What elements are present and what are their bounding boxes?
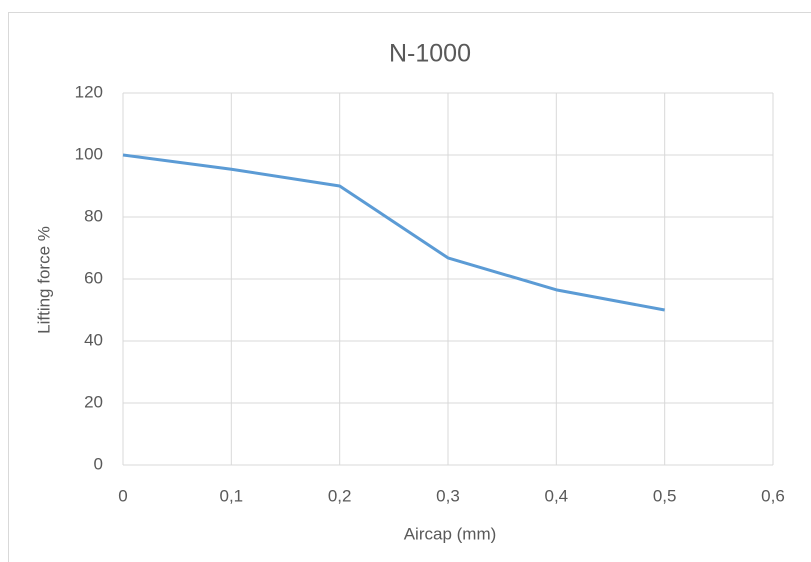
data-line: [122, 153, 665, 312]
y-tick-label: 40: [84, 330, 103, 349]
y-tick-label: 120: [75, 82, 103, 101]
y-tick-label: 60: [84, 268, 103, 287]
x-tick-label: 0,3: [436, 486, 460, 505]
x-tick-label: 0,1: [220, 486, 244, 505]
x-tick-label: 0,2: [328, 486, 352, 505]
x-axis-title: Aircap (mm): [404, 524, 497, 543]
y-tick-label: 0: [94, 454, 103, 473]
chart-frame: [8, 12, 811, 562]
y-tick-label: 20: [84, 392, 103, 411]
x-tick-label: 0,6: [761, 486, 785, 505]
y-tick-label: 100: [75, 144, 103, 163]
y-axis-title: Lifting force %: [34, 226, 53, 334]
y-tick-label: 80: [84, 206, 103, 225]
x-tick-label: 0,5: [653, 486, 677, 505]
chart-title: N-1000: [389, 40, 471, 68]
x-tick-label: 0,4: [545, 486, 569, 505]
x-tick-label: 0: [118, 486, 127, 505]
